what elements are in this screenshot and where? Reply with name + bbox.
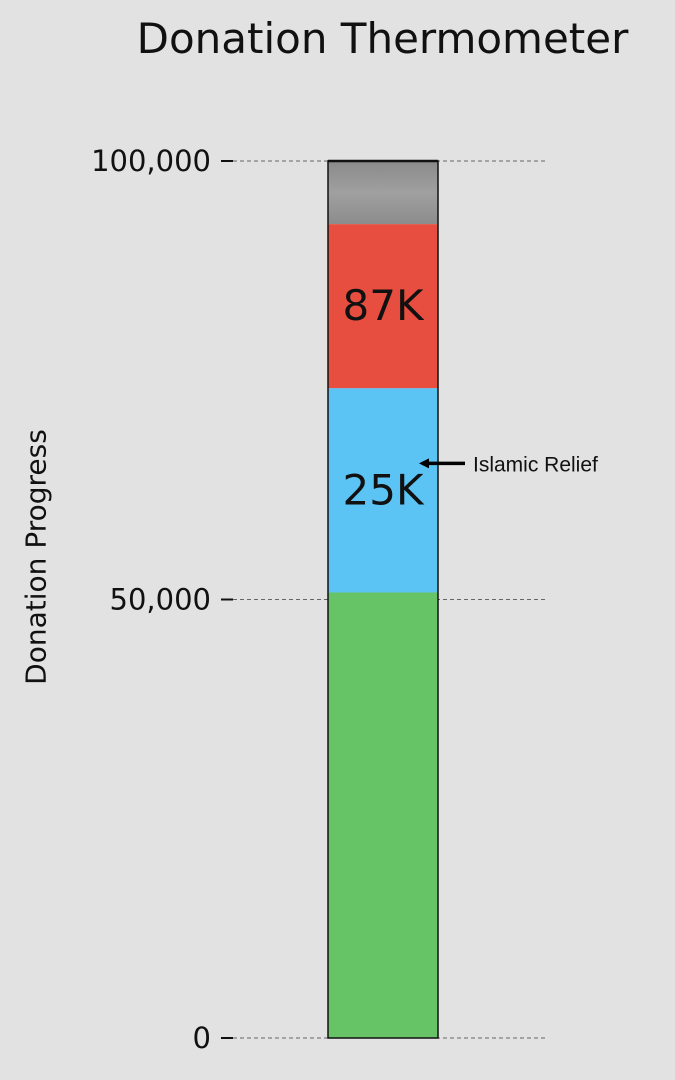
y-tick-label: 100,000 <box>91 144 211 178</box>
bar-segment-3 <box>328 224 438 389</box>
segment-label: 25K <box>343 465 425 514</box>
chart-title: Donation Thermometer <box>136 14 629 63</box>
segment-label: 87K <box>343 281 425 330</box>
bar-segment-1 <box>328 592 438 1038</box>
annotation-label: Islamic Relief <box>473 453 598 476</box>
y-tick-label: 0 <box>193 1021 211 1055</box>
bar-segment-2 <box>328 388 438 593</box>
y-tick-label: 50,000 <box>110 583 211 617</box>
bar-remainder <box>328 161 438 225</box>
